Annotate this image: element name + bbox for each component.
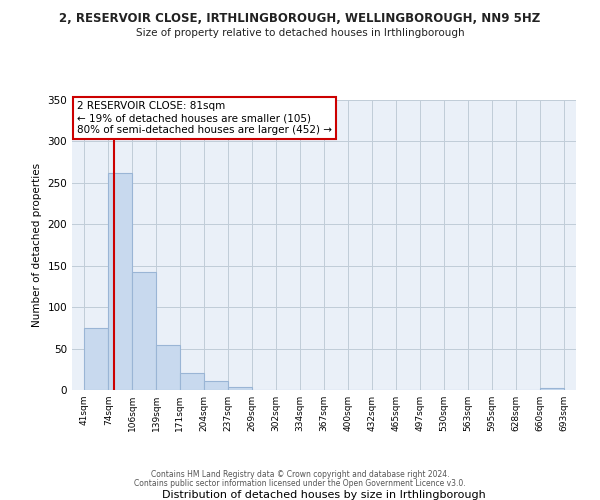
Text: Contains public sector information licensed under the Open Government Licence v3: Contains public sector information licen… (134, 479, 466, 488)
Bar (156, 346, 180, 390)
Text: 2, RESERVOIR CLOSE, IRTHLINGBOROUGH, WELLINGBOROUGH, NN9 5HZ: 2, RESERVOIR CLOSE, IRTHLINGBOROUGH, WEL… (59, 12, 541, 26)
Bar (539, 388, 564, 390)
Text: 2 RESERVOIR CLOSE: 81sqm
← 19% of detached houses are smaller (105)
80% of semi-: 2 RESERVOIR CLOSE: 81sqm ← 19% of detach… (77, 102, 332, 134)
Bar (109, 173, 132, 390)
Text: Contains HM Land Registry data © Crown copyright and database right 2024.: Contains HM Land Registry data © Crown c… (151, 470, 449, 479)
Y-axis label: Number of detached properties: Number of detached properties (32, 163, 42, 327)
Bar (132, 272, 156, 390)
Bar (204, 381, 229, 390)
Bar (84, 328, 109, 390)
Bar (229, 386, 252, 390)
Bar (180, 374, 204, 390)
Text: Size of property relative to detached houses in Irthlingborough: Size of property relative to detached ho… (136, 28, 464, 38)
X-axis label: Distribution of detached houses by size in Irthlingborough: Distribution of detached houses by size … (162, 490, 486, 500)
